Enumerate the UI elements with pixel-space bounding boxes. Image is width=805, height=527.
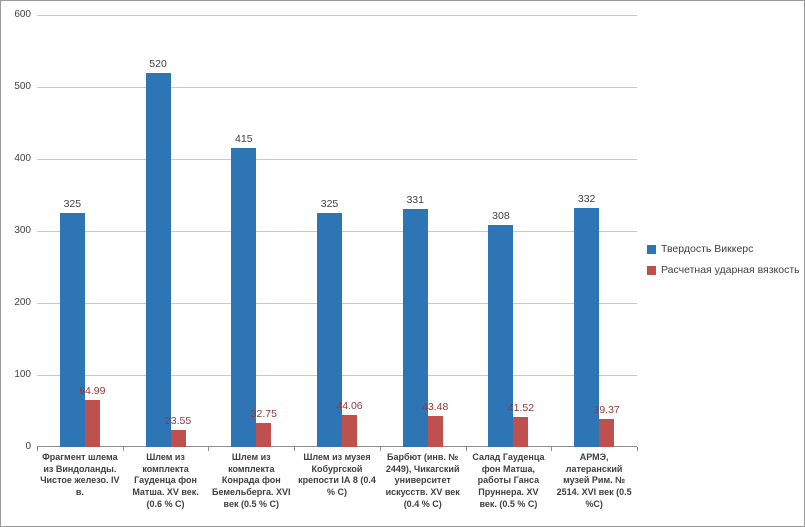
y-axis-tick-label: 300 — [14, 225, 31, 236]
bar-series1-category1 — [59, 213, 85, 447]
y-axis-tick-label: 200 — [14, 297, 31, 308]
bar-series1-category2 — [145, 72, 171, 447]
bar-value-label: 331 — [406, 193, 424, 206]
x-axis-label: Шлем из комплекта Гауденца фон Матша. XV… — [132, 452, 199, 509]
legend-label-series2: Расчетная ударная вязкость — [661, 264, 800, 276]
legend: Твердость Виккерс Расчетная ударная вязк… — [647, 243, 800, 285]
bar-value-label: 43.48 — [422, 400, 449, 413]
bar-series2-category4 — [342, 415, 357, 447]
y-axis-tick-label: 500 — [14, 81, 31, 92]
legend-label-series1: Твердость Виккерс — [661, 243, 754, 255]
series2-swatch-icon — [647, 265, 656, 275]
gridline — [37, 159, 637, 160]
axis-tick — [122, 447, 124, 451]
gridline — [37, 87, 637, 88]
axis-tick — [37, 447, 38, 451]
bar-series2-category1 — [84, 400, 100, 447]
series1-swatch-icon — [647, 244, 656, 254]
gridline — [37, 15, 637, 16]
bar-value-label: 23.55 — [164, 415, 192, 428]
bar-value-label: 64.99 — [79, 385, 106, 398]
bar-value-label: 39.37 — [593, 403, 620, 416]
bar-value-label: 325 — [320, 198, 339, 210]
y-axis-tick-label: 100 — [14, 369, 31, 380]
bar-series1-category3 — [231, 148, 257, 447]
legend-item-series2: Расчетная ударная вязкость — [647, 264, 800, 276]
axis-tick — [637, 447, 638, 451]
bar-value-label: 41.52 — [507, 402, 535, 415]
x-axis-label: Фрагмент шлема из Виндоланды. Чистое жел… — [40, 452, 120, 498]
bar-series2-category2 — [170, 430, 186, 447]
legend-item-series1: Твердость Виккерс — [647, 243, 800, 255]
bar-value-label: 332 — [577, 192, 596, 205]
y-axis-tick-label: 0 — [25, 441, 31, 452]
axis-tick — [465, 447, 467, 451]
y-axis-tick-label: 400 — [14, 153, 31, 164]
bar-series1-category4 — [317, 213, 342, 447]
x-axis-label: Шлем из музея Кобургской крепости IА 8 (… — [298, 452, 376, 498]
bar-value-label: 32.75 — [250, 408, 277, 421]
x-axis-label: АРМЭ, латеранский музей Рим. № 2514. XVI… — [556, 452, 632, 509]
bar-series2-category3 — [256, 423, 272, 447]
x-axis-labels: Фрагмент шлема из Виндоланды. Чистое жел… — [37, 452, 637, 522]
bar-value-label: 325 — [63, 198, 82, 210]
bar-value-label: 415 — [235, 133, 253, 146]
axis-tick — [208, 447, 210, 451]
bar-series1-category5 — [402, 208, 428, 447]
bar-value-label: 520 — [149, 57, 167, 70]
x-axis-label: Шлем из комплекта Конрада фон Бемельберг… — [211, 452, 291, 509]
axis-tick — [294, 447, 296, 451]
plot-area: 325 64.99 520 23.55 415 32.75 325 44.06 331 43.48… — [37, 15, 637, 447]
axis-tick — [379, 447, 381, 451]
bar-series1-category6 — [488, 225, 514, 447]
axis-tick — [551, 447, 553, 451]
bar-value-label: 308 — [492, 210, 510, 223]
x-axis-label: Барбют (инв. № 2449), Чикагский универси… — [385, 452, 460, 509]
x-axis-label: Салад Гауденца фон Матша, работы Ганса П… — [472, 452, 545, 509]
bar-series2-category5 — [427, 415, 443, 447]
bar-series2-category7 — [599, 418, 615, 447]
bar-series2-category6 — [513, 417, 529, 447]
y-axis-tick-label: 600 — [14, 9, 31, 20]
bar-series1-category7 — [574, 207, 600, 447]
bar-value-label: 44.06 — [336, 400, 363, 413]
